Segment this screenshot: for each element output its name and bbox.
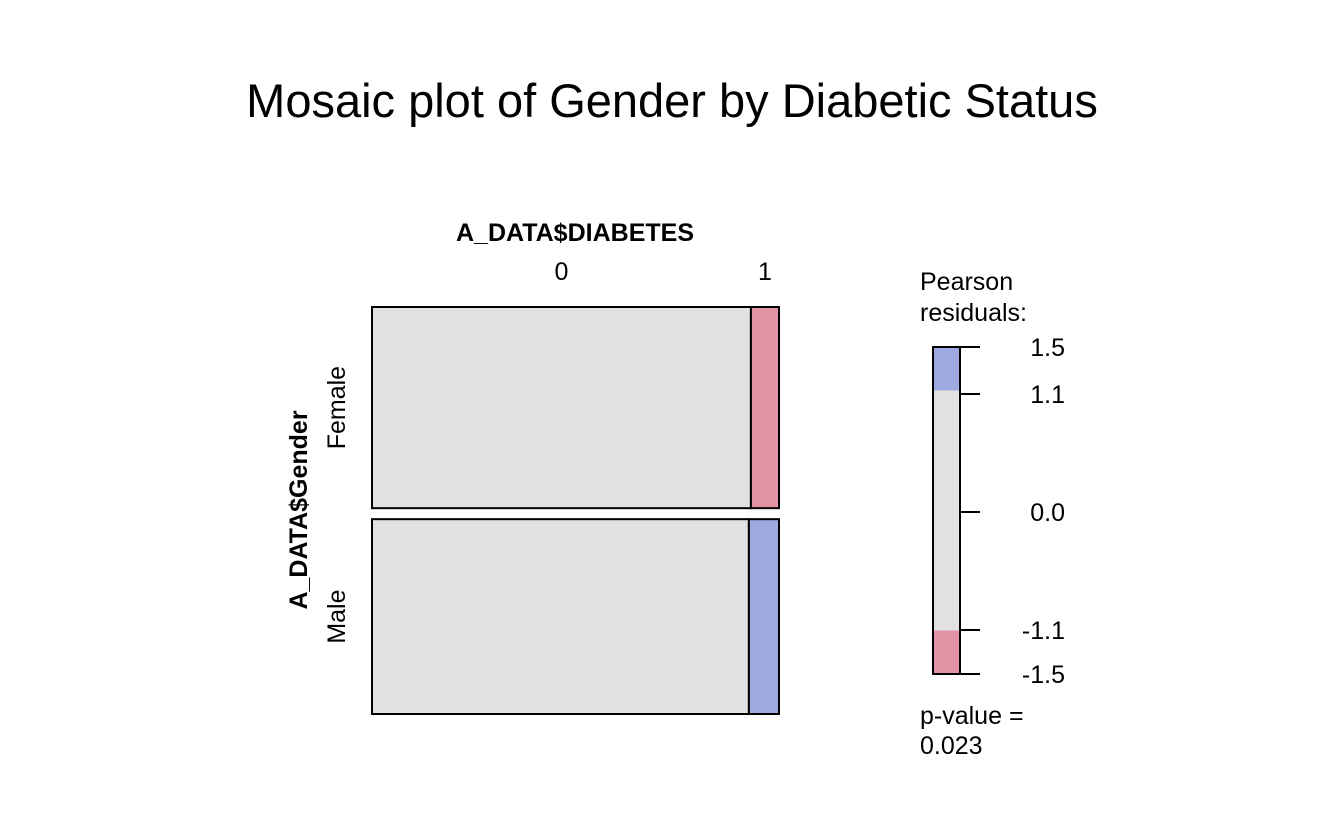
tile-female-1 xyxy=(749,306,780,510)
residual-legend: Pearson residuals: 1.5 1.1 0.0 -1.1 -1.5 xyxy=(920,268,1065,689)
mosaic-tiles: Female Male 0 1 xyxy=(323,258,781,716)
legend-tick-label: 1.1 xyxy=(1030,381,1065,409)
legend-tick-label: 0.0 xyxy=(1030,499,1065,527)
p-value: 0.023 xyxy=(920,732,983,760)
row-label-male: Male xyxy=(323,589,351,643)
legend-band-0 xyxy=(933,347,960,391)
p-value-label: p-value = xyxy=(920,702,1024,730)
legend-title-line1: Pearson xyxy=(920,268,1013,296)
legend-band-2 xyxy=(933,630,960,674)
legend-band-1 xyxy=(933,390,960,631)
column-label-1: 1 xyxy=(758,258,772,286)
legend-tick-label: -1.1 xyxy=(1022,617,1065,645)
column-variable-label: A_DATA$DIABETES xyxy=(456,219,694,247)
row-label-female: Female xyxy=(323,366,351,449)
tile-male-1 xyxy=(747,518,781,716)
chart-title: Mosaic plot of Gender by Diabetic Status xyxy=(246,74,1098,127)
column-label-0: 0 xyxy=(555,258,569,286)
tile-male-0 xyxy=(371,518,750,716)
legend-title-line2: residuals: xyxy=(920,299,1027,327)
row-variable-label: A_DATA$Gender xyxy=(285,410,313,609)
legend-tick-label: -1.5 xyxy=(1022,661,1065,689)
legend-border xyxy=(932,346,961,675)
legend-tick-label: 1.5 xyxy=(1030,334,1065,362)
tile-female-0 xyxy=(371,306,752,510)
